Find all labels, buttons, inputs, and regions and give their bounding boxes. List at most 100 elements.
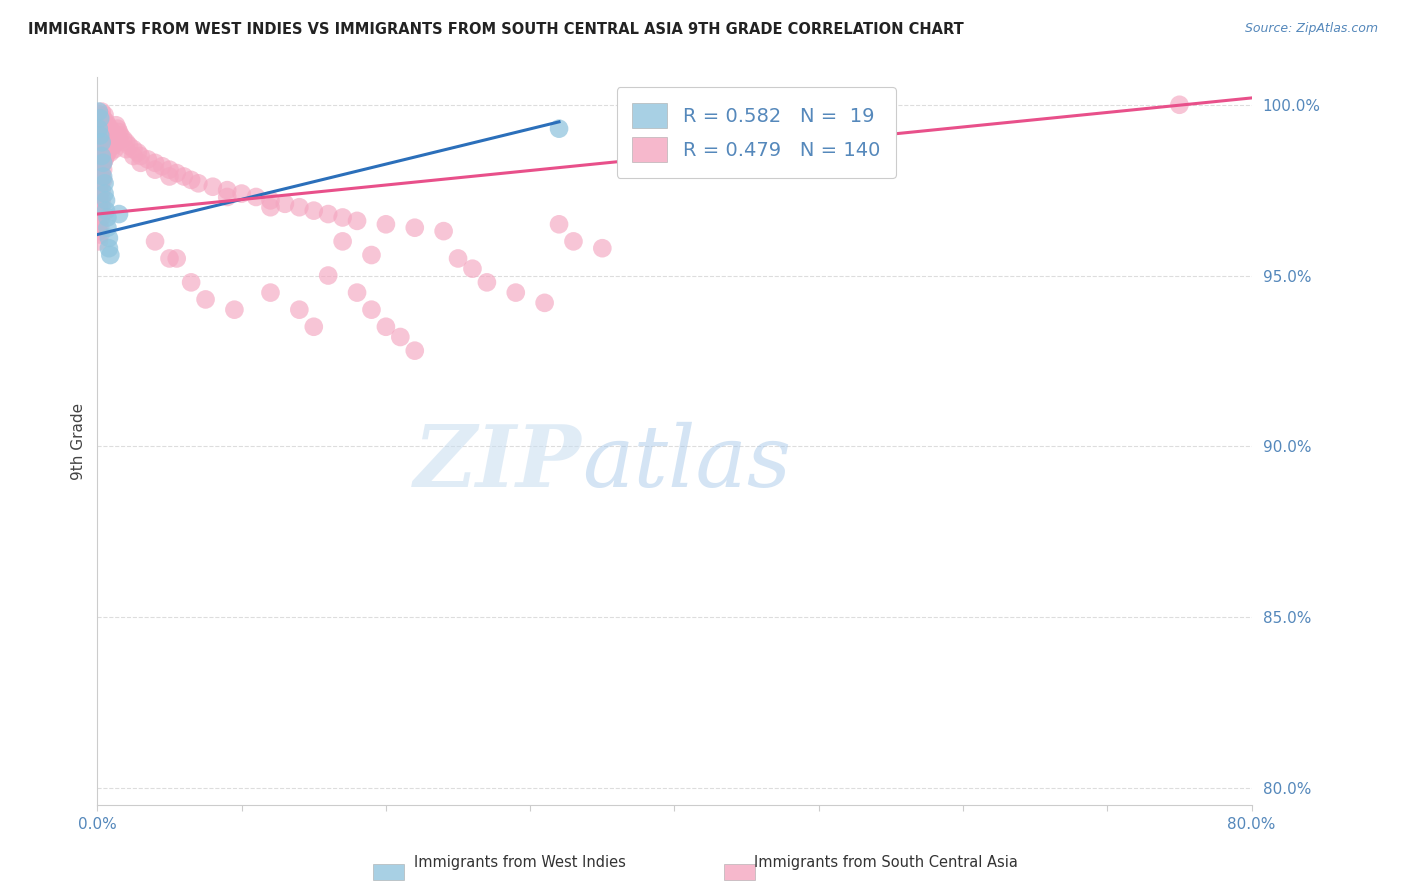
- Point: [180, 173, 202, 187]
- Y-axis label: 9th Grade: 9th Grade: [72, 402, 86, 480]
- Point: [90, 149, 112, 163]
- Point: [562, 235, 585, 249]
- Point: [93, 118, 115, 132]
- Point: [105, 136, 128, 150]
- Point: [143, 235, 166, 249]
- Point: [159, 252, 181, 266]
- Point: [96, 220, 118, 235]
- Point: [87, 138, 110, 153]
- Point: [332, 211, 354, 225]
- Point: [91, 156, 114, 170]
- Point: [89, 186, 111, 201]
- Point: [96, 128, 118, 143]
- Point: [91, 128, 114, 143]
- Point: [118, 138, 141, 153]
- Point: [129, 156, 152, 170]
- Point: [108, 132, 131, 146]
- Point: [103, 132, 125, 146]
- Point: [374, 217, 396, 231]
- Point: [91, 112, 114, 126]
- Point: [90, 183, 112, 197]
- Point: [143, 162, 166, 177]
- Point: [259, 285, 281, 300]
- Point: [89, 108, 111, 122]
- Point: [89, 169, 111, 184]
- Point: [94, 121, 117, 136]
- Point: [103, 138, 125, 153]
- Point: [96, 118, 118, 132]
- Point: [90, 194, 112, 208]
- Point: [332, 235, 354, 249]
- Point: [288, 200, 311, 214]
- Point: [87, 104, 110, 119]
- Point: [93, 108, 115, 122]
- Point: [90, 211, 112, 225]
- Point: [93, 177, 115, 191]
- Point: [166, 252, 188, 266]
- Point: [360, 302, 382, 317]
- Point: [87, 194, 110, 208]
- Point: [360, 248, 382, 262]
- Point: [112, 132, 135, 146]
- Point: [150, 159, 173, 173]
- Point: [96, 211, 118, 225]
- Point: [108, 207, 131, 221]
- Point: [89, 220, 111, 235]
- Point: [217, 190, 239, 204]
- Point: [101, 136, 124, 150]
- Point: [274, 196, 297, 211]
- Point: [87, 156, 110, 170]
- Point: [94, 203, 117, 218]
- Point: [87, 173, 110, 187]
- Point: [89, 128, 111, 143]
- Point: [346, 214, 368, 228]
- Point: [91, 156, 114, 170]
- Point: [404, 343, 426, 358]
- Point: [87, 112, 110, 126]
- Point: [94, 149, 117, 163]
- Point: [231, 186, 253, 201]
- Point: [548, 217, 571, 231]
- Point: [93, 136, 115, 150]
- Point: [259, 194, 281, 208]
- Point: [91, 121, 114, 136]
- Text: Source: ZipAtlas.com: Source: ZipAtlas.com: [1244, 22, 1378, 36]
- Point: [173, 169, 195, 184]
- Point: [533, 296, 555, 310]
- Point: [87, 207, 110, 221]
- Point: [90, 138, 112, 153]
- Point: [89, 177, 111, 191]
- Point: [98, 121, 121, 136]
- Point: [93, 142, 115, 156]
- Point: [316, 207, 339, 221]
- Point: [91, 173, 114, 187]
- Point: [302, 203, 325, 218]
- Point: [159, 169, 181, 184]
- Point: [122, 142, 145, 156]
- Point: [346, 285, 368, 300]
- Point: [374, 319, 396, 334]
- Point: [548, 121, 571, 136]
- Point: [97, 132, 120, 146]
- Point: [105, 128, 128, 143]
- Point: [187, 177, 209, 191]
- Point: [87, 183, 110, 197]
- Point: [89, 211, 111, 225]
- Point: [89, 194, 111, 208]
- Point: [316, 268, 339, 283]
- Point: [90, 166, 112, 180]
- Point: [93, 125, 115, 139]
- Point: [94, 132, 117, 146]
- Point: [87, 200, 110, 214]
- Point: [433, 224, 456, 238]
- Point: [87, 132, 110, 146]
- Point: [180, 276, 202, 290]
- Point: [108, 125, 131, 139]
- Point: [87, 166, 110, 180]
- Point: [93, 153, 115, 167]
- Point: [201, 179, 224, 194]
- Point: [302, 319, 325, 334]
- Point: [96, 136, 118, 150]
- Point: [288, 302, 311, 317]
- Point: [461, 261, 484, 276]
